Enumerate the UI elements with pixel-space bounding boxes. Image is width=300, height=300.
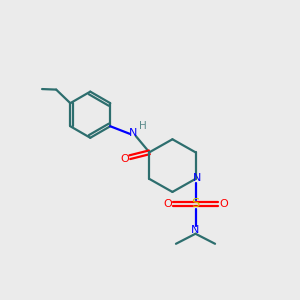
Text: N: N [192, 172, 201, 183]
Text: O: O [163, 199, 172, 209]
Text: H: H [139, 121, 146, 131]
Text: N: N [191, 225, 200, 235]
Text: O: O [121, 154, 129, 164]
Text: S: S [191, 197, 200, 210]
Text: N: N [129, 128, 137, 138]
Text: O: O [219, 199, 228, 209]
